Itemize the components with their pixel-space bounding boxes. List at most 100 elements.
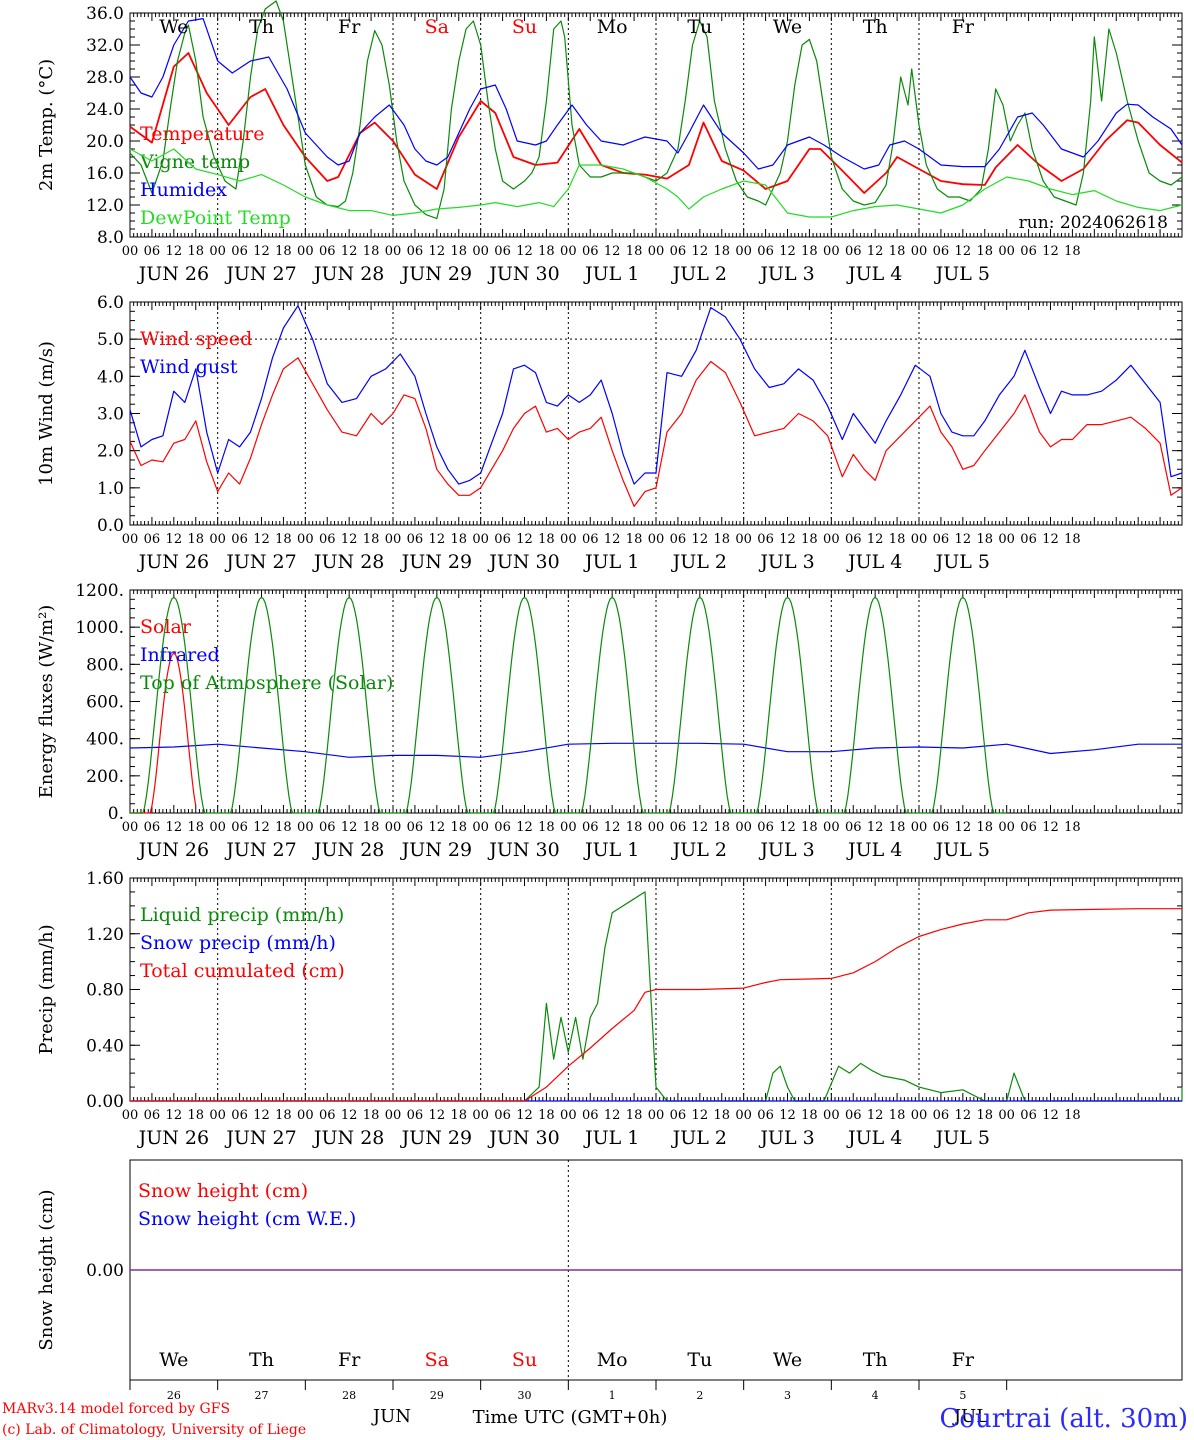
month-label-jul: JUL bbox=[952, 1406, 988, 1427]
y-tick-label: 4.0 bbox=[97, 367, 124, 387]
x-date-label: JUN 30 bbox=[487, 263, 559, 285]
series-line bbox=[129, 742, 1182, 758]
x-hour-tick-label: 06 bbox=[582, 244, 599, 259]
x-hour-tick-label: 12 bbox=[1042, 1108, 1059, 1123]
x-hour-tick-label: 18 bbox=[275, 244, 292, 259]
x-hour-tick-label: 18 bbox=[275, 820, 292, 835]
x-hour-tick-label: 00 bbox=[472, 1108, 489, 1123]
legend-entry: Total cumulated (cm) bbox=[140, 960, 345, 982]
y-tick-label: 5.0 bbox=[97, 330, 124, 350]
x-hour-tick-label: 12 bbox=[1042, 820, 1059, 835]
x-hour-tick-label: 18 bbox=[187, 1108, 204, 1123]
day-of-week-label: Sa bbox=[425, 16, 449, 38]
snow-height-panel: 0.00 Snow height (cm) Snow height (cm) Snow… bbox=[36, 1159, 1183, 1402]
x-hour-tick-label: 00 bbox=[998, 244, 1015, 259]
day-of-week-label: We bbox=[773, 16, 802, 38]
x-hour-tick-label: 00 bbox=[385, 244, 402, 259]
series-line bbox=[129, 18, 1183, 170]
x-hour-tick-label: 06 bbox=[670, 532, 687, 547]
x-hour-tick-label: 18 bbox=[976, 244, 993, 259]
x-date-label: JUN 28 bbox=[312, 1127, 384, 1149]
x-hour-tick-label: 00 bbox=[209, 244, 226, 259]
x-date-label: JUN 27 bbox=[224, 1127, 296, 1149]
x-hour-tick-label: 00 bbox=[911, 244, 928, 259]
legend-entry: Snow precip (mm/h) bbox=[140, 932, 336, 954]
x-hour-tick-label: 18 bbox=[626, 244, 643, 259]
series-line bbox=[129, 52, 1183, 194]
run-annotation: run: 2024062618 bbox=[1019, 213, 1168, 233]
x-date-label: JUN 28 bbox=[312, 551, 384, 573]
x-hour-tick-label: 00 bbox=[560, 820, 577, 835]
x-hour-tick-label: 12 bbox=[516, 820, 533, 835]
x-hour-tick-label: 00 bbox=[823, 532, 840, 547]
x-hour-tick-label: 18 bbox=[363, 532, 380, 547]
y-tick-label: 1.60 bbox=[86, 869, 124, 889]
x-hour-tick-label: 00 bbox=[911, 1108, 928, 1123]
x-hour-tick-label: 12 bbox=[955, 1108, 972, 1123]
x-hour-tick-label: 06 bbox=[494, 1108, 511, 1123]
x-hour-tick-label: 18 bbox=[450, 244, 467, 259]
day-of-week-label: Fr bbox=[338, 1349, 361, 1371]
x-hour-tick-label: 18 bbox=[450, 532, 467, 547]
x-hour-tick-label: 18 bbox=[626, 532, 643, 547]
day-of-week-label: Th bbox=[249, 1349, 274, 1371]
y-tick-label: 20.0 bbox=[86, 132, 124, 152]
x-hour-tick-label: 18 bbox=[801, 1108, 818, 1123]
day-number-label: 30 bbox=[518, 1389, 532, 1402]
day-number-label: 26 bbox=[167, 1389, 181, 1402]
x-hour-tick-label: 00 bbox=[998, 1108, 1015, 1123]
x-hour-tick-label: 12 bbox=[516, 532, 533, 547]
x-hour-tick-label: 06 bbox=[845, 532, 862, 547]
y-tick-label: 3.0 bbox=[97, 405, 124, 425]
x-hour-tick-label: 06 bbox=[407, 1108, 424, 1123]
x-hour-tick-label: 06 bbox=[757, 820, 774, 835]
x-hour-tick-label: 00 bbox=[297, 244, 314, 259]
x-hour-tick-label: 18 bbox=[187, 244, 204, 259]
x-hour-tick-label: 18 bbox=[363, 1108, 380, 1123]
y-tick-label: 16.0 bbox=[86, 164, 124, 184]
day-of-week-label: Fr bbox=[952, 16, 975, 38]
x-hour-tick-label: 06 bbox=[144, 532, 161, 547]
day-of-week-label: Mo bbox=[597, 1349, 628, 1371]
x-hour-tick-label: 12 bbox=[516, 244, 533, 259]
x-hour-tick-label: 00 bbox=[385, 820, 402, 835]
x-hour-tick-label: 00 bbox=[209, 820, 226, 835]
x-date-label: JUL 1 bbox=[583, 839, 639, 861]
day-of-week-label: Th bbox=[249, 16, 274, 38]
day-of-week-label: Fr bbox=[952, 1349, 975, 1371]
x-date-label: JUN 26 bbox=[137, 263, 209, 285]
x-hour-tick-label: 06 bbox=[757, 244, 774, 259]
x-hour-tick-label: 12 bbox=[692, 1108, 709, 1123]
precipitation-panel: 00 06 12 18 00 06 12 18 00 06 12 18 00 06 12 18 00 06 12 18… bbox=[36, 869, 1183, 1149]
x-hour-tick-label: 00 bbox=[648, 1108, 665, 1123]
legend-entry: Snow height (cm) bbox=[138, 1180, 308, 1202]
x-hour-tick-label: 06 bbox=[933, 820, 950, 835]
y-tick-label: 0.00 bbox=[86, 1261, 124, 1281]
x-hour-tick-label: 18 bbox=[801, 820, 818, 835]
x-hour-tick-label: 12 bbox=[253, 1108, 270, 1123]
x-hour-tick-label: 06 bbox=[1020, 532, 1037, 547]
x-hour-tick-label: 06 bbox=[582, 820, 599, 835]
x-hour-tick-label: 06 bbox=[1020, 1108, 1037, 1123]
legend-entry: Temperature bbox=[140, 123, 264, 145]
y-axis-title: Energy fluxes (W/m²) bbox=[36, 605, 57, 799]
legend-entry: Liquid precip (mm/h) bbox=[140, 904, 344, 926]
x-hour-tick-label: 12 bbox=[341, 244, 358, 259]
x-hour-tick-label: 18 bbox=[1064, 532, 1081, 547]
y-tick-label: 8.0 bbox=[97, 228, 124, 248]
time-axis-title: Time UTC (GMT+0h) bbox=[473, 1407, 668, 1428]
x-hour-tick-label: 00 bbox=[560, 532, 577, 547]
series-line bbox=[129, 305, 1183, 485]
x-hour-tick-label: 12 bbox=[1042, 532, 1059, 547]
day-number-label: 4 bbox=[872, 1389, 879, 1402]
x-hour-tick-label: 06 bbox=[670, 820, 687, 835]
x-hour-tick-label: 06 bbox=[933, 244, 950, 259]
x-hour-tick-label: 12 bbox=[1042, 244, 1059, 259]
x-hour-tick-label: 18 bbox=[1064, 1108, 1081, 1123]
x-hour-tick-label: 06 bbox=[319, 532, 336, 547]
x-hour-tick-label: 00 bbox=[911, 532, 928, 547]
x-hour-tick-label: 18 bbox=[626, 1108, 643, 1123]
x-hour-tick-label: 18 bbox=[713, 820, 730, 835]
x-date-label: JUN 29 bbox=[400, 1127, 472, 1149]
y-tick-label: 2.0 bbox=[97, 442, 124, 462]
